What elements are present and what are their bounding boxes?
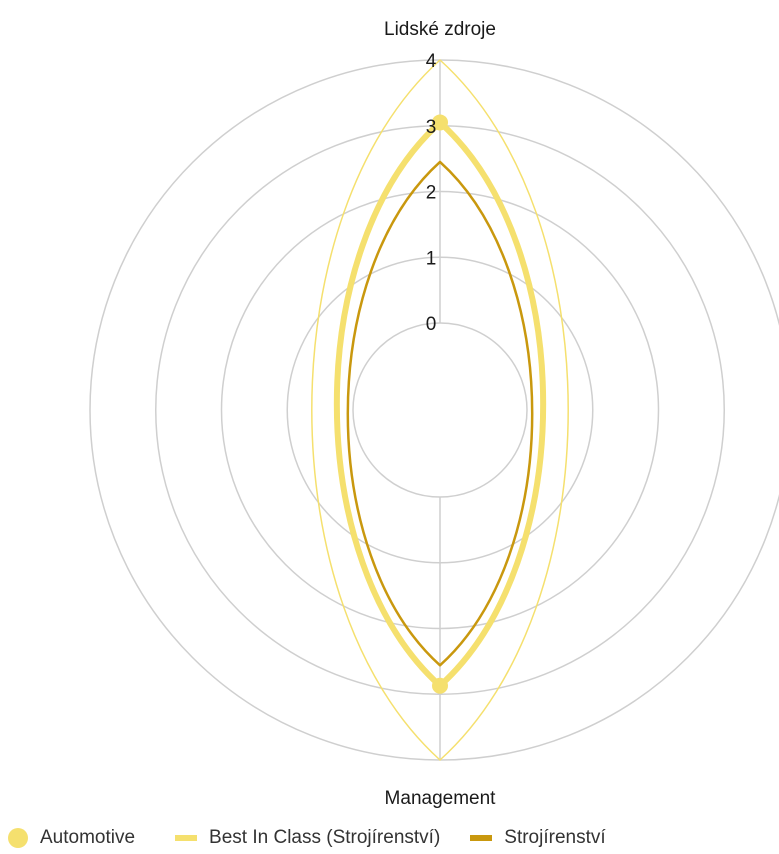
- tick-label: 3: [426, 117, 437, 138]
- data-point[interactable]: [432, 114, 448, 131]
- tick-label: 1: [426, 248, 437, 269]
- axis-label-management: Management: [385, 788, 497, 809]
- legend-label-strojirenstvi: Strojírenství: [504, 827, 606, 848]
- tick-label: 4: [426, 51, 437, 72]
- legend-line-icon: [175, 835, 198, 841]
- legend-item-automotive[interactable]: Automotive: [8, 827, 135, 849]
- axis-label-lidske-zdroje: Lidské zdroje: [384, 19, 496, 40]
- series-line-1: [311, 59, 569, 761]
- chart-legend: Automotive Best In Class (Strojírenství)…: [0, 822, 779, 854]
- legend-label-best-in-class: Best In Class (Strojírenství): [209, 827, 441, 848]
- tick-label: 0: [426, 314, 437, 335]
- grid-ring: [352, 322, 528, 498]
- legend-line-icon: [470, 835, 493, 841]
- data-point[interactable]: [432, 677, 448, 694]
- grid-ring: [89, 59, 779, 761]
- radar-tick-labels: 0 1 2 3 4: [426, 51, 437, 335]
- radar-series: [311, 59, 569, 761]
- legend-item-strojirenstvi[interactable]: Strojírenství: [470, 827, 606, 849]
- legend-item-best-in-class[interactable]: Best In Class (Strojírenství): [175, 827, 440, 849]
- legend-dot-icon: [8, 828, 28, 848]
- series-line-2: [346, 160, 534, 667]
- radar-grid: [89, 59, 779, 761]
- tick-label: 2: [426, 183, 437, 204]
- radar-chart: 0 1 2 3 4 Lidské zdroje Management: [89, 19, 779, 809]
- legend-label-automotive: Automotive: [40, 827, 136, 848]
